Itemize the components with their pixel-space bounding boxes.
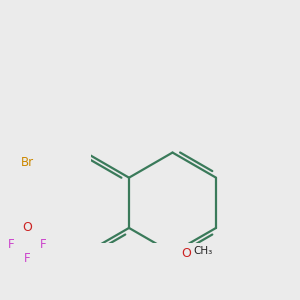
Text: CH₃: CH₃ [193,246,212,256]
Text: O: O [182,247,191,260]
Text: Br: Br [20,156,34,169]
Text: F: F [24,252,30,265]
Text: F: F [40,238,46,250]
Text: O: O [22,221,32,234]
Text: F: F [8,238,14,250]
